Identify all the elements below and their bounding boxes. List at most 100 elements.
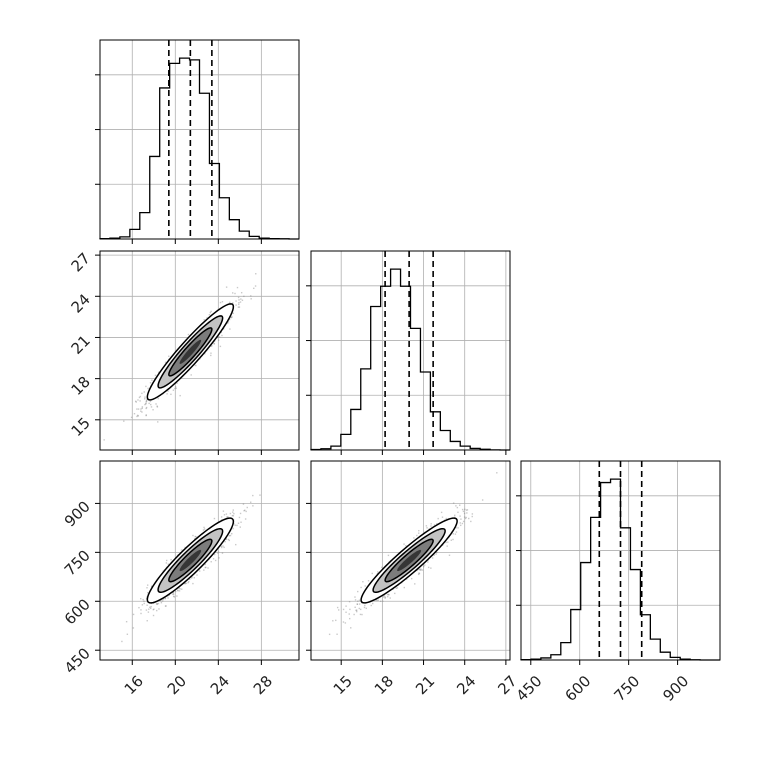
- sample-point: [238, 302, 240, 304]
- sample-point: [403, 543, 405, 545]
- sample-point: [237, 306, 240, 308]
- sample-point: [231, 316, 233, 318]
- sample-point: [211, 345, 213, 347]
- sample-point: [356, 610, 358, 613]
- sample-point: [395, 587, 398, 589]
- sample-point: [337, 609, 340, 611]
- sample-point: [245, 510, 247, 513]
- sample-point: [238, 306, 241, 308]
- sample-point: [358, 599, 361, 601]
- sample-point: [135, 400, 137, 403]
- sample-point: [217, 336, 220, 338]
- sample-point: [187, 333, 190, 336]
- sample-point: [156, 405, 158, 407]
- sample-point: [436, 551, 438, 554]
- sample-point: [207, 567, 209, 569]
- sample-point: [156, 406, 159, 408]
- sample-point: [418, 572, 420, 574]
- sample-point: [160, 600, 162, 602]
- sample-point: [144, 396, 146, 398]
- sample-point: [470, 520, 472, 523]
- sample-point: [355, 609, 357, 612]
- sample-point: [192, 534, 194, 537]
- sample-point: [209, 311, 212, 314]
- sample-point: [157, 397, 159, 400]
- sample-point: [140, 410, 142, 412]
- sample-point: [235, 304, 237, 306]
- sample-point: [471, 515, 473, 518]
- sample-point: [176, 382, 178, 384]
- sample-point: [184, 582, 186, 584]
- sample-point: [377, 571, 379, 573]
- sample-point: [139, 400, 141, 402]
- sample-point: [345, 605, 347, 607]
- sample-point: [232, 511, 234, 513]
- sample-point: [189, 578, 191, 581]
- sample-point: [155, 603, 158, 605]
- sample-point: [259, 494, 261, 496]
- sample-point: [178, 587, 180, 589]
- sample-point: [416, 569, 418, 572]
- sample-point: [462, 520, 465, 523]
- sample-point: [233, 523, 235, 525]
- sample-point: [203, 569, 205, 571]
- sample-point: [386, 593, 389, 596]
- sample-point: [231, 532, 233, 535]
- sample-point: [161, 600, 164, 602]
- sample-point: [164, 597, 167, 599]
- sample-point: [364, 585, 366, 587]
- sample-point: [223, 328, 225, 330]
- sample-point: [375, 599, 377, 601]
- sample-point: [463, 512, 466, 515]
- sample-point: [213, 343, 216, 345]
- sample-point: [140, 408, 142, 410]
- sample-point: [206, 317, 208, 319]
- sample-point: [383, 596, 385, 598]
- sample-point: [145, 402, 147, 404]
- sample-point: [146, 587, 148, 589]
- sample-point: [459, 504, 461, 506]
- x-tick-label: 24: [207, 672, 233, 698]
- sample-point: [244, 509, 246, 511]
- sample-point: [152, 608, 155, 611]
- sample-point: [237, 296, 240, 299]
- sample-point: [174, 387, 176, 390]
- sample-point: [145, 414, 147, 416]
- sample-point: [141, 411, 143, 413]
- sample-point: [250, 298, 252, 300]
- sample-point: [356, 603, 359, 605]
- sample-point: [138, 396, 141, 399]
- sample-point: [364, 604, 366, 607]
- sample-point: [143, 600, 145, 602]
- sample-point: [219, 301, 222, 304]
- sample-point: [354, 606, 356, 608]
- sample-point: [441, 516, 444, 518]
- sample-point: [123, 420, 125, 422]
- sample-point: [181, 588, 183, 590]
- sample-point: [213, 342, 215, 345]
- x-tick-label: 16: [121, 672, 147, 698]
- sample-point: [168, 594, 170, 596]
- sample-point: [225, 513, 228, 515]
- sample-point: [137, 415, 140, 417]
- sample-point: [342, 608, 345, 611]
- sample-point: [243, 510, 245, 512]
- sample-point: [223, 546, 225, 549]
- sample-point: [136, 408, 138, 410]
- sample-point: [165, 605, 167, 607]
- sample-point: [196, 574, 198, 576]
- sample-point: [179, 588, 181, 590]
- sample-point: [242, 503, 245, 505]
- sample-point: [210, 310, 212, 313]
- sample-point: [240, 298, 242, 300]
- sample-point: [147, 611, 150, 613]
- sample-point: [448, 554, 451, 556]
- sample-point: [136, 414, 139, 417]
- sample-point: [421, 569, 424, 571]
- sample-point: [175, 387, 177, 390]
- sample-point: [220, 516, 223, 518]
- sample-point: [210, 354, 212, 357]
- sample-point: [437, 517, 439, 520]
- sample-point: [244, 518, 247, 520]
- sample-point: [217, 339, 220, 341]
